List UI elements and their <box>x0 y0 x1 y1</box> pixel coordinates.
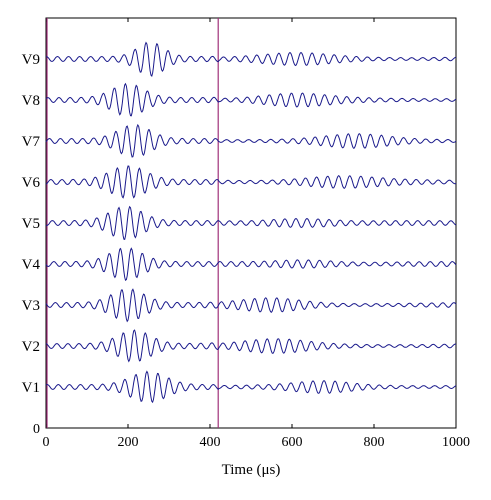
trace-v2 <box>45 329 457 363</box>
trace-label-v2: V2 <box>22 339 40 355</box>
x-tick-label: 800 <box>364 435 385 450</box>
trace-labels: V1 V2 V3 V4 V5 V6 V7 V8 V9 <box>22 52 41 396</box>
x-tick-label: 1000 <box>442 435 470 450</box>
trace-v9 <box>46 41 457 77</box>
trace-label-v3: V3 <box>22 298 40 314</box>
trace-label-v6: V6 <box>22 175 41 191</box>
plot-frame <box>45 17 457 429</box>
trace-v7 <box>45 123 457 158</box>
trace-label-v5: V5 <box>22 216 40 232</box>
x-tick-label: 200 <box>118 435 139 450</box>
trace-label-v1: V1 <box>22 380 40 396</box>
trace-v6 <box>45 165 457 199</box>
trace-label-v9: V9 <box>22 52 40 68</box>
y-tick-label: 0 <box>33 422 40 437</box>
y-axis-ticks: 0 <box>33 422 40 437</box>
trace-v8 <box>45 82 457 117</box>
trace-label-v7: V7 <box>22 134 41 150</box>
trace-v5 <box>45 205 457 241</box>
trace-label-v4: V4 <box>22 257 41 273</box>
x-axis-ticks: 0 200 400 600 800 1000 <box>43 18 470 450</box>
trace-v4 <box>45 247 457 282</box>
x-tick-label: 0 <box>43 435 50 450</box>
vertical-markers <box>46 18 219 428</box>
trace-v3 <box>45 288 457 323</box>
traces <box>45 41 457 404</box>
x-tick-label: 400 <box>200 435 221 450</box>
trace-v1 <box>45 370 457 404</box>
x-tick-label: 600 <box>282 435 303 450</box>
trace-label-v8: V8 <box>22 93 40 109</box>
x-axis-title: Time (μs) <box>222 462 281 478</box>
